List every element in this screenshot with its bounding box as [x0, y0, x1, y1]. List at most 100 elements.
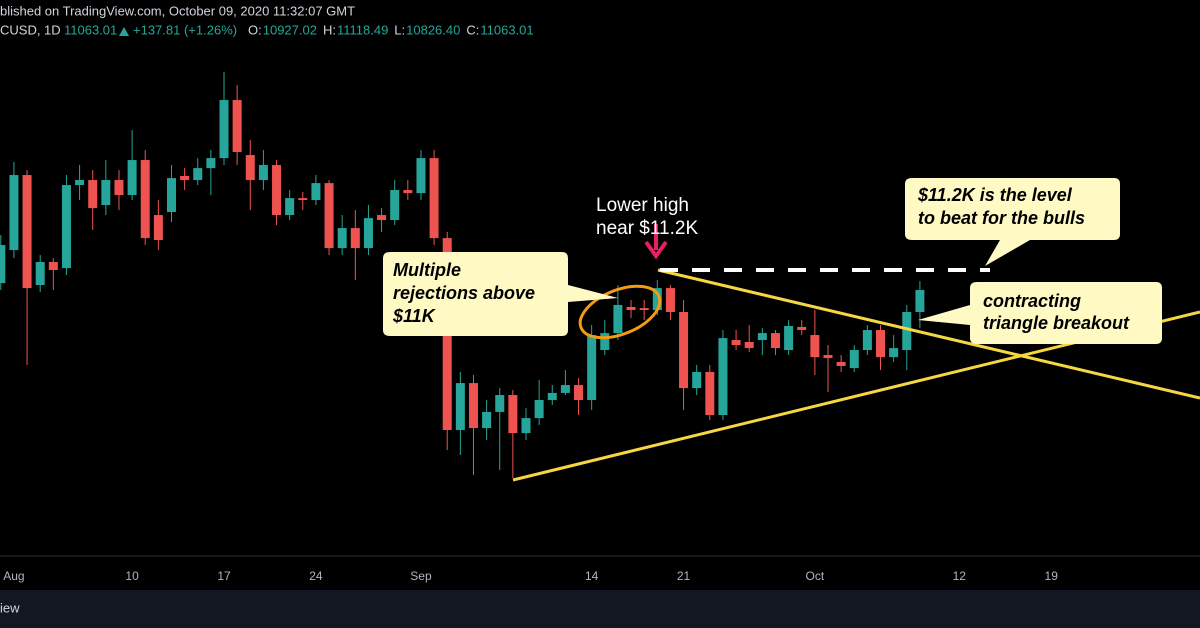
- candle-body: [363, 218, 373, 249]
- header-change: +137.81 (+1.26%): [133, 22, 237, 37]
- candle-body: [889, 348, 899, 358]
- candle-body: [560, 385, 570, 393]
- candle-body: [705, 371, 715, 416]
- candle-body: [75, 180, 85, 186]
- x-tick-label: Sep: [410, 569, 432, 583]
- candle-body: [377, 215, 387, 221]
- upper-trend-line: [657, 268, 1200, 400]
- x-tick-label: 12: [953, 569, 967, 583]
- candle-body: [455, 383, 465, 431]
- candle-body: [180, 176, 190, 181]
- candle-body: [810, 335, 820, 358]
- header-published: blished on TradingView.com, October 09, …: [0, 3, 355, 18]
- candle-body: [665, 288, 675, 312]
- candle-body: [206, 158, 216, 169]
- footer-bar: [0, 590, 1200, 628]
- header-symbol: CUSD, 1D: [0, 22, 61, 37]
- candle-body: [600, 333, 610, 351]
- candle-body: [902, 311, 912, 351]
- callout-box: [383, 252, 618, 336]
- x-tick-label: 10: [125, 569, 139, 583]
- candle-body: [285, 198, 295, 216]
- x-tick-label: 17: [217, 569, 231, 583]
- candle-body: [22, 175, 32, 289]
- candle-body: [692, 371, 702, 389]
- candle-body: [166, 178, 176, 212]
- annotation: near $11.2K: [596, 218, 698, 239]
- candle-body: [127, 160, 137, 196]
- candle-body: [534, 400, 544, 419]
- candle-body: [311, 183, 321, 201]
- callout-box: [905, 178, 1120, 266]
- annotation: contracting: [983, 291, 1081, 311]
- ohlc-value: 10927.02: [263, 22, 317, 37]
- candle-body: [258, 165, 268, 181]
- x-tick-label: 14: [585, 569, 599, 583]
- candle-body: [718, 338, 728, 416]
- candle-body: [574, 385, 584, 401]
- candle-body: [626, 306, 636, 311]
- annotation: Lower high: [596, 195, 689, 216]
- ohlc-label: L:: [394, 22, 405, 37]
- candle-body: [219, 100, 229, 159]
- candle-body: [48, 261, 58, 271]
- callout-box: [918, 282, 1162, 344]
- candle-body: [521, 418, 531, 434]
- ohlc-label: C:: [466, 22, 479, 37]
- header-ohlc: O: 10927.02 H: 11118.49 L: 10826.40 C: 11063.01: [248, 22, 534, 37]
- pointer-arrow: [644, 224, 668, 260]
- ohlc-value: 11063.01: [480, 22, 533, 37]
- footer-logo: iew: [0, 600, 20, 615]
- candle-body: [915, 290, 925, 312]
- candle-body: [61, 185, 71, 269]
- candle-body: [416, 158, 426, 194]
- candle-body: [298, 198, 308, 201]
- ohlc-value: 11118.49: [337, 22, 388, 37]
- candle-body: [390, 190, 400, 221]
- candle-body: [140, 160, 150, 239]
- highlight-ellipse: [578, 284, 662, 340]
- candle-body: [823, 355, 833, 359]
- candle-body: [245, 155, 255, 181]
- ohlc-value: 10826.40: [406, 22, 460, 37]
- x-tick-label: 21: [677, 569, 691, 583]
- candle-body: [639, 308, 649, 311]
- candle-body: [429, 158, 439, 239]
- candle-body: [508, 395, 518, 434]
- candle-body: [88, 180, 98, 209]
- annotation: triangle breakout: [983, 313, 1130, 333]
- candle-body: [403, 190, 413, 194]
- candle-body: [114, 180, 124, 196]
- annotation: rejections above: [393, 283, 535, 303]
- candle-body: [731, 340, 741, 346]
- candle-body: [153, 215, 163, 241]
- header-price: 11063.01: [64, 22, 117, 37]
- candle-body: [652, 288, 662, 311]
- candle-body: [679, 311, 689, 389]
- candle-body: [784, 325, 794, 351]
- candle-body: [849, 350, 859, 369]
- x-tick-label: 24: [309, 569, 323, 583]
- annotation: Multiple: [393, 260, 461, 280]
- candle-body: [876, 330, 886, 358]
- candle-body: [757, 333, 767, 341]
- annotation: to beat for the bulls: [918, 208, 1085, 228]
- candle-body: [350, 228, 360, 249]
- candle-body: [613, 305, 623, 334]
- candle-body: [587, 335, 597, 401]
- candle-body: [0, 245, 6, 284]
- x-tick-label: 19: [1045, 569, 1059, 583]
- candle-body: [232, 100, 242, 152]
- up-arrow-icon: [119, 27, 129, 36]
- candle-body: [193, 168, 203, 181]
- candle-body: [862, 330, 872, 351]
- candle-body: [836, 361, 846, 366]
- candle-body: [9, 175, 19, 251]
- candle-body: [101, 180, 111, 206]
- candle-body: [324, 183, 334, 249]
- candle-body: [468, 383, 478, 429]
- candle-body: [495, 395, 505, 412]
- annotation: $11K: [392, 306, 437, 326]
- candle-body: [797, 326, 807, 331]
